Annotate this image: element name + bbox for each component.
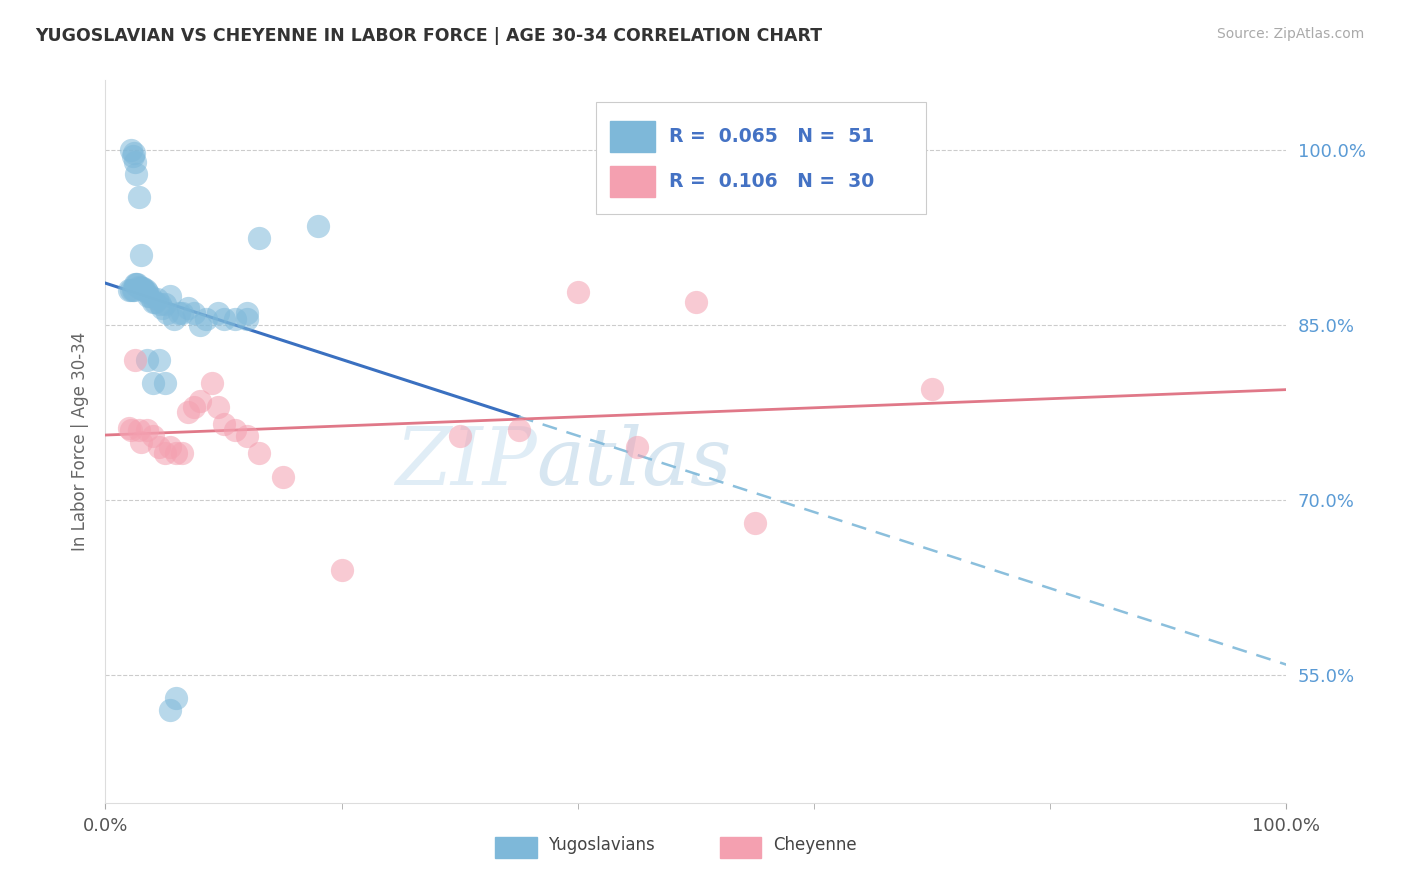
Point bbox=[127, 277, 149, 292]
Point bbox=[183, 400, 205, 414]
Text: Source: ZipAtlas.com: Source: ZipAtlas.com bbox=[1216, 27, 1364, 41]
Point bbox=[236, 312, 259, 326]
Point bbox=[142, 376, 165, 391]
Point bbox=[153, 446, 176, 460]
Text: R =  0.106   N =  30: R = 0.106 N = 30 bbox=[669, 172, 875, 191]
Point bbox=[177, 405, 200, 419]
Point bbox=[188, 318, 211, 332]
Text: ZIP: ZIP bbox=[395, 425, 537, 502]
Point bbox=[135, 285, 157, 300]
Point bbox=[128, 279, 150, 293]
Point bbox=[129, 248, 152, 262]
Text: YUGOSLAVIAN VS CHEYENNE IN LABOR FORCE | AGE 30-34 CORRELATION CHART: YUGOSLAVIAN VS CHEYENNE IN LABOR FORCE |… bbox=[35, 27, 823, 45]
Point bbox=[449, 428, 471, 442]
Point bbox=[143, 294, 166, 309]
Point bbox=[125, 277, 148, 292]
Point bbox=[177, 301, 200, 315]
Point bbox=[212, 312, 235, 326]
Point bbox=[153, 376, 176, 391]
Point bbox=[567, 285, 589, 300]
Point bbox=[122, 145, 145, 160]
Point bbox=[120, 143, 142, 157]
Point bbox=[224, 312, 246, 326]
Text: atlas: atlas bbox=[537, 425, 733, 502]
Point bbox=[136, 289, 159, 303]
Point bbox=[131, 281, 153, 295]
Point bbox=[120, 283, 142, 297]
Text: Cheyenne: Cheyenne bbox=[773, 837, 856, 855]
Point bbox=[207, 306, 229, 320]
Point bbox=[271, 469, 294, 483]
Point bbox=[247, 446, 270, 460]
Point bbox=[224, 423, 246, 437]
Point bbox=[148, 441, 170, 455]
Point bbox=[163, 312, 186, 326]
Point bbox=[135, 423, 157, 437]
Point bbox=[135, 283, 157, 297]
Point bbox=[132, 281, 155, 295]
Point bbox=[118, 283, 141, 297]
Point bbox=[201, 376, 224, 391]
Point bbox=[124, 154, 146, 169]
Point bbox=[149, 297, 172, 311]
Point bbox=[236, 306, 259, 320]
Point bbox=[122, 283, 145, 297]
Point bbox=[128, 190, 150, 204]
Point bbox=[142, 294, 165, 309]
Point bbox=[129, 434, 152, 449]
Point bbox=[135, 353, 157, 368]
Point bbox=[148, 353, 170, 368]
Point bbox=[685, 294, 707, 309]
Point bbox=[139, 289, 162, 303]
Point bbox=[146, 293, 169, 307]
Point bbox=[183, 306, 205, 320]
Point bbox=[921, 382, 943, 396]
Point bbox=[207, 400, 229, 414]
Point bbox=[159, 441, 181, 455]
Point bbox=[167, 306, 190, 320]
Point bbox=[129, 281, 152, 295]
Point bbox=[165, 690, 187, 705]
Point bbox=[744, 516, 766, 530]
Point bbox=[156, 306, 179, 320]
Point bbox=[165, 446, 187, 460]
Point bbox=[194, 312, 217, 326]
Y-axis label: In Labor Force | Age 30-34: In Labor Force | Age 30-34 bbox=[70, 332, 89, 551]
Point bbox=[125, 167, 148, 181]
Text: R =  0.065   N =  51: R = 0.065 N = 51 bbox=[669, 128, 875, 146]
Point bbox=[150, 301, 173, 315]
Bar bbox=[610, 121, 655, 152]
Text: Yugoslavians: Yugoslavians bbox=[548, 837, 655, 855]
Point bbox=[247, 230, 270, 244]
Point bbox=[172, 446, 194, 460]
Point bbox=[134, 283, 156, 297]
Bar bbox=[495, 837, 537, 858]
Point bbox=[188, 393, 211, 408]
Bar bbox=[720, 837, 761, 858]
Point bbox=[121, 283, 143, 297]
Point bbox=[626, 441, 648, 455]
Point bbox=[124, 277, 146, 292]
Point bbox=[508, 423, 530, 437]
Point bbox=[128, 423, 150, 437]
Point bbox=[172, 306, 194, 320]
Point bbox=[159, 289, 181, 303]
Point bbox=[212, 417, 235, 431]
Point bbox=[124, 353, 146, 368]
Point bbox=[153, 297, 176, 311]
Point bbox=[120, 423, 142, 437]
Point bbox=[307, 219, 329, 233]
Point bbox=[118, 420, 141, 434]
Point bbox=[121, 149, 143, 163]
Point bbox=[236, 428, 259, 442]
Point bbox=[142, 428, 165, 442]
Point bbox=[159, 702, 181, 716]
FancyBboxPatch shape bbox=[596, 102, 927, 214]
Point bbox=[330, 563, 353, 577]
Bar bbox=[610, 166, 655, 196]
